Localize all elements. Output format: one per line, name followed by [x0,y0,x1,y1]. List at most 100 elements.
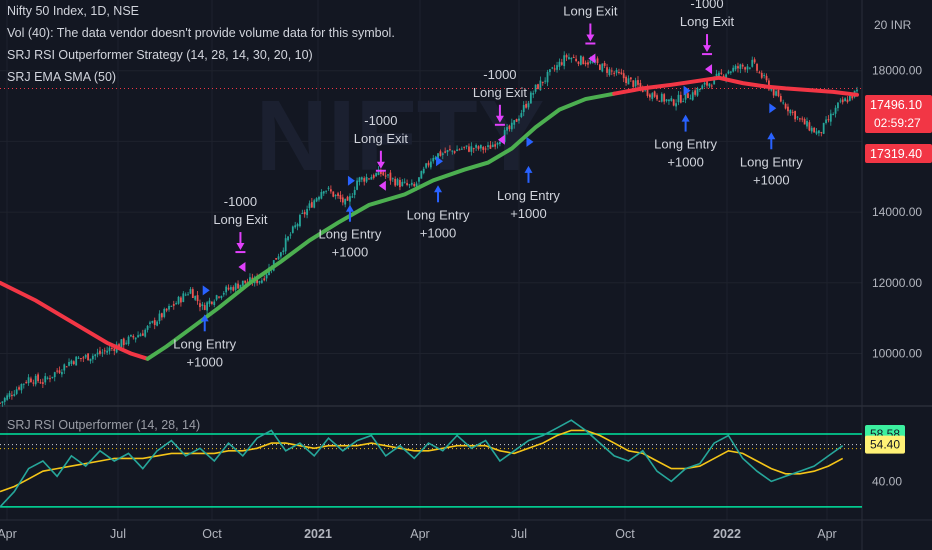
candle [144,329,147,337]
candle [403,181,406,183]
candle [453,151,456,153]
candle [18,387,20,390]
candle [694,90,697,95]
candle [299,215,301,227]
legend-symbol[interactable]: Nifty 50 Index, 1D, NSE [7,4,140,18]
candle [72,361,75,364]
candle [277,256,280,260]
ema-line-bearish [0,280,150,361]
candle [827,119,830,121]
candle [296,224,299,227]
candle [856,89,858,92]
entry-qty-1: +1000 [332,245,369,260]
exit-label-2: Long Exit [473,85,528,100]
candle [565,55,568,58]
candle [618,71,620,73]
candle [379,171,382,174]
candle [544,80,547,82]
candle [387,174,389,176]
candle [532,93,535,95]
entry-arrow-head-3 [524,165,533,173]
candle [122,338,125,346]
candle [6,395,9,400]
candle [70,360,73,364]
candle [187,294,189,296]
candle [291,226,294,233]
candle [382,172,385,176]
legend-ema[interactable]: SRJ EMA SMA (50) [7,70,117,84]
candle [118,344,120,348]
candle [475,145,478,148]
candle [425,163,428,168]
candle [701,85,704,90]
entry-arrow-head-4 [681,114,690,122]
candle [744,67,747,70]
candle [703,82,706,85]
legend-volume[interactable]: Vol (40): The data vendor doesn't provid… [7,26,395,40]
osc-rsi-line [0,419,844,508]
entry-label-3: Long Entry [497,188,560,203]
candle [639,82,642,88]
candle [446,150,449,153]
candle [563,55,566,67]
candle [841,99,844,103]
candle [339,194,342,200]
time-tick-1: Jul [110,527,126,541]
candle [346,196,349,201]
candle [787,106,789,112]
candle [658,100,661,102]
candle [760,72,763,78]
candle [560,62,563,65]
candle [177,296,180,304]
time-tick-5: Jul [511,527,527,541]
legend-oscillator[interactable]: SRJ RSI Outperformer (14, 28, 14) [7,418,201,432]
candle [60,372,63,375]
candle [341,197,344,203]
candle [796,116,799,118]
candle [806,120,808,127]
candle [818,130,820,134]
ma-price-value: 17319.40 [870,147,922,161]
candle [394,178,397,186]
candle [556,65,558,70]
candle [399,180,401,188]
candle [153,320,156,326]
candle [410,182,413,185]
candle [234,283,237,290]
candle [282,250,285,253]
candle [84,355,87,358]
candle [332,191,335,197]
candle [463,146,466,148]
candle [20,384,23,391]
exit-triangle-1 [378,180,386,191]
candle [213,301,216,305]
candle [368,178,370,180]
candle [68,362,70,366]
time-tick-3: 2021 [304,527,332,541]
entry-arrow-head-2 [434,185,443,193]
candle [660,93,663,102]
candle [596,58,599,63]
candle [506,127,508,131]
candle [63,364,66,371]
candle [434,157,437,160]
candle [622,73,625,79]
candle [710,85,713,87]
candle [837,102,839,109]
candle [427,162,430,166]
entry-triangle-4 [683,85,691,96]
candle [518,118,520,121]
candle [706,80,708,86]
candle [315,198,318,202]
candle [741,64,744,67]
candle [591,61,594,63]
legend-strategy[interactable]: SRJ RSI Outperformer Strategy (14, 28, 1… [7,48,313,62]
candle [120,339,123,348]
candle [629,77,632,80]
candle [201,304,204,307]
candle [199,303,201,308]
entry-qty-3: +1000 [510,206,547,221]
candle [37,374,39,382]
